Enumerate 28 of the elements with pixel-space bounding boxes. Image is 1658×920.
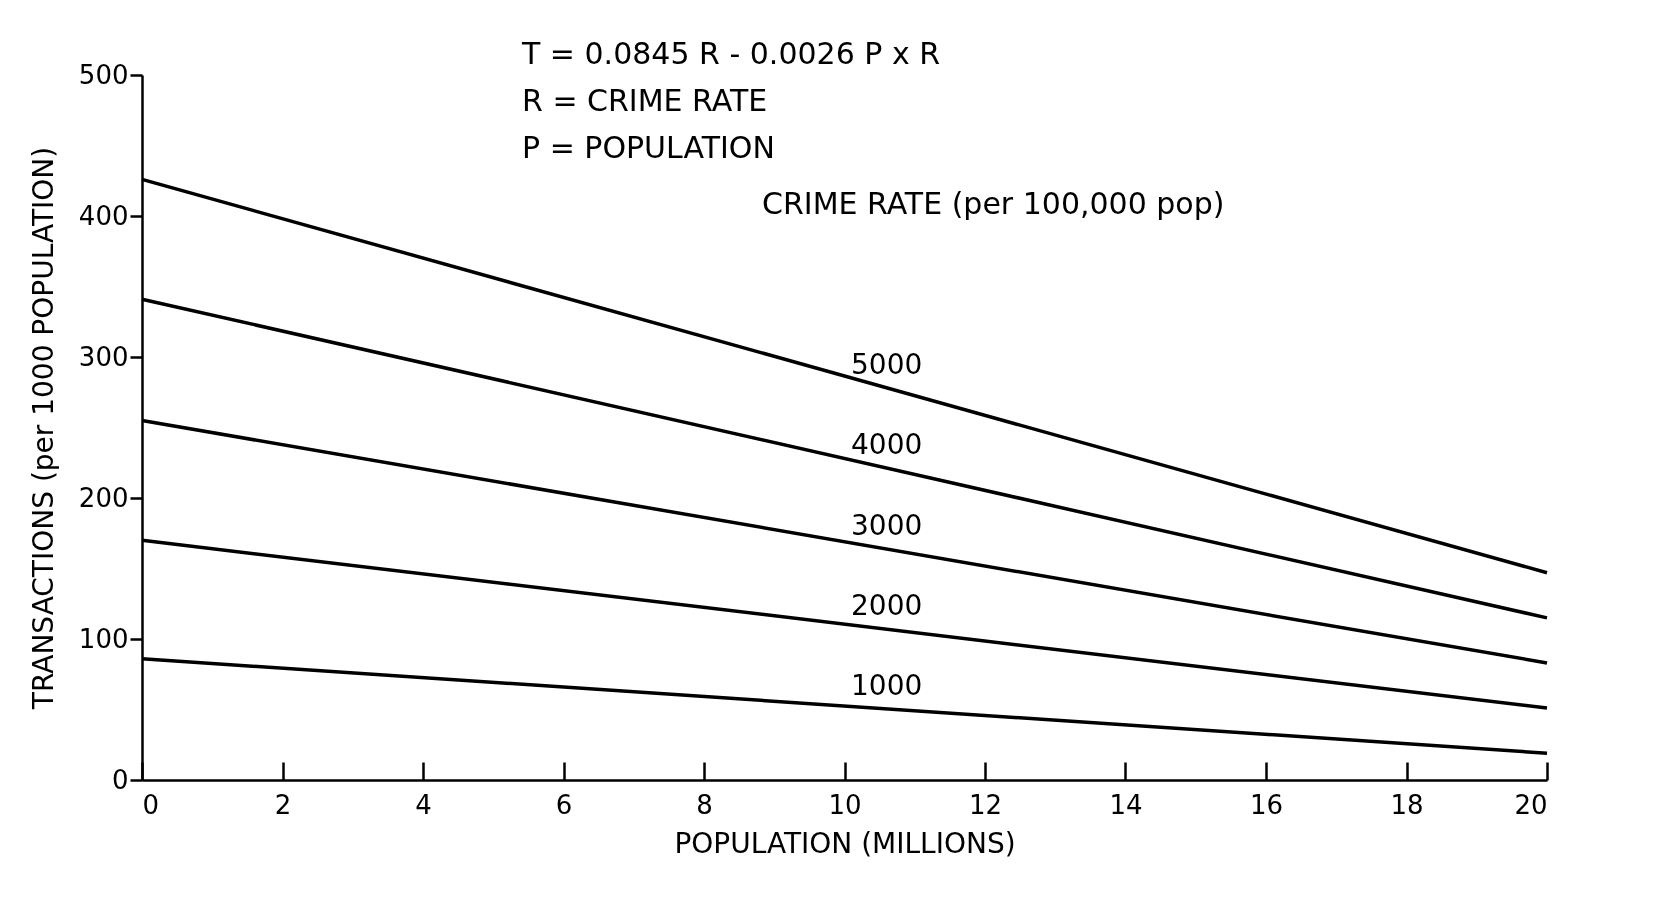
y-tick-label: 400 xyxy=(78,200,129,231)
legend-title: CRIME RATE (per 100,000 pop) xyxy=(762,186,1225,221)
x-tick-label: 0 xyxy=(142,789,160,820)
x-tick-label: 8 xyxy=(696,789,713,820)
y-tick-label: 100 xyxy=(78,623,129,654)
x-tick-label: 6 xyxy=(555,789,573,820)
series-label: 1000 xyxy=(851,668,923,702)
y-tick-label: 500 xyxy=(78,59,129,90)
y-tick-label: 0 xyxy=(111,764,129,795)
x-tick-label: 20 xyxy=(1514,789,1548,820)
x-axis-title: POPULATION (MILLIONS) xyxy=(674,826,1016,860)
x-tick-label: 16 xyxy=(1249,789,1284,820)
x-tick-label: 2 xyxy=(274,789,292,820)
series-label: 3000 xyxy=(851,508,923,542)
annotation: P = POPULATION xyxy=(522,130,775,165)
x-tick-label: 18 xyxy=(1390,789,1424,820)
x-tick-label: 12 xyxy=(968,789,1003,820)
y-tick-label: 300 xyxy=(78,341,129,372)
series-label: 5000 xyxy=(851,347,923,381)
x-tick-label: 10 xyxy=(828,789,862,820)
annotation: R = CRIME RATE xyxy=(522,83,768,118)
series-label: 2000 xyxy=(851,589,923,623)
y-tick-label: 200 xyxy=(78,482,129,513)
x-tick-label: 14 xyxy=(1109,789,1143,820)
x-tick-label: 4 xyxy=(415,789,432,820)
series-label: 4000 xyxy=(851,428,923,462)
text: T = 0.0845 R - 0.0026 P x R xyxy=(521,36,941,71)
y-axis-title: TRANSACTIONS (per 1000 POPULATION) xyxy=(26,146,60,711)
